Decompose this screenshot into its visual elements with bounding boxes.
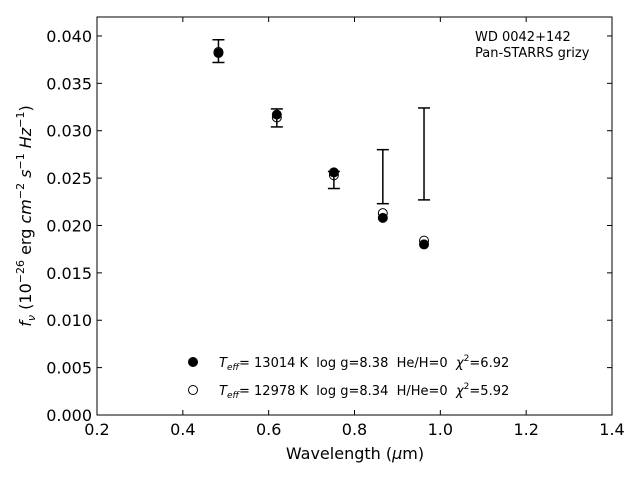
y-tick-label: 0.030 [46, 122, 92, 141]
annotation-survey: Pan-STARRS grizy [475, 46, 590, 61]
legend-label-2: Teff= 12978 K log g=8.34 H/He=0 χ2=5.92 [219, 382, 509, 401]
y-tick-label: 0.000 [46, 406, 92, 425]
y-tick-label: 0.035 [46, 74, 92, 93]
error-bars [212, 38, 431, 205]
plot-frame [96, 16, 613, 416]
x-tick-label: 1.4 [599, 420, 624, 439]
x-tick-label: 0.2 [84, 420, 109, 439]
legend-label-1: Teff= 13014 K log g=8.38 He/H=0 χ2=6.92 [219, 354, 509, 373]
x-tick-label: 1.0 [428, 420, 453, 439]
x-tick-label: 0.8 [342, 420, 367, 439]
annotation-object: WD 0042+142 [475, 30, 571, 45]
y-tick-label: 0.040 [46, 27, 92, 46]
data-points [213, 47, 430, 250]
model-point-filled [328, 167, 339, 178]
error-bar [418, 107, 431, 201]
y-tick-label: 0.020 [46, 216, 92, 235]
x-tick-label: 1.2 [513, 420, 538, 439]
y-tick-label: 0.015 [46, 264, 92, 283]
y-tick-label: 0.005 [46, 359, 92, 378]
y-axis-label: fν (10−26 erg cm−2 s−1 Hz−1) [14, 105, 38, 326]
model-point-filled [377, 212, 388, 223]
axis-ticks: 0.2 0.4 0.6 0.8 1.0 1.2 1.4 0.000 0.005 0.010 0.01… [46, 17, 625, 439]
legend-marker-open [188, 385, 198, 395]
error-bar [376, 148, 389, 205]
y-tick-label: 0.010 [46, 311, 92, 330]
x-axis-label: Wavelength (μm) [286, 444, 424, 463]
legend-marker-filled [188, 357, 198, 367]
x-tick-label: 0.4 [170, 420, 195, 439]
legend: Teff= 13014 K log g=8.38 He/H=0 χ2=6.92 … [188, 354, 509, 401]
model-point-filled [271, 109, 282, 120]
x-tick-label: 0.6 [256, 420, 281, 439]
y-tick-label: 0.025 [46, 169, 92, 188]
model-point-filled [213, 48, 224, 59]
model-point-filled [419, 239, 430, 250]
